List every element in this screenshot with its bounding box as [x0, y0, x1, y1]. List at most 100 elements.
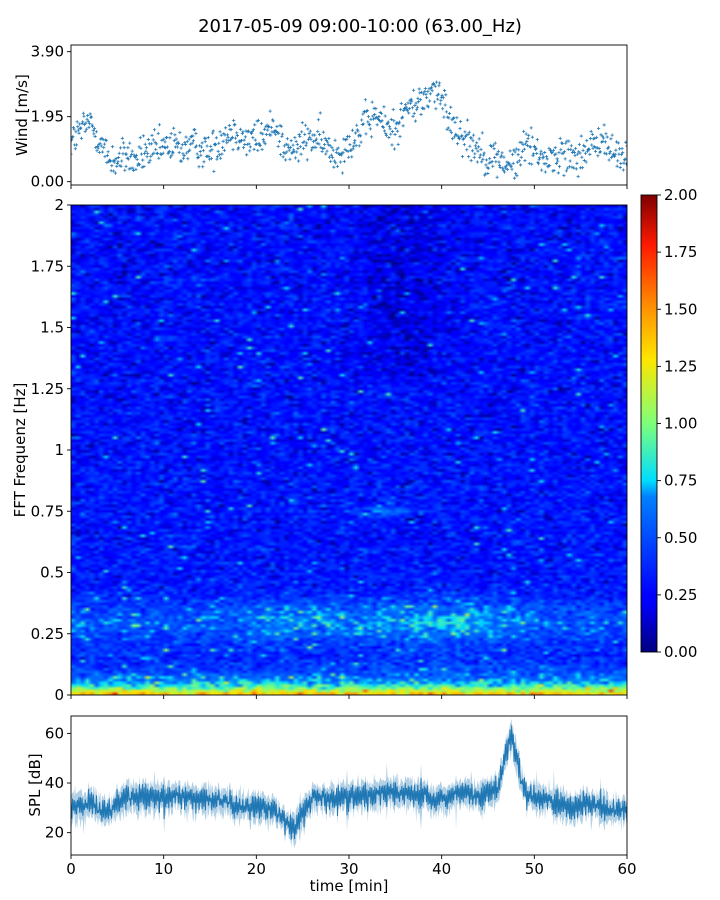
wind-marker [420, 90, 424, 94]
wind-marker [340, 171, 345, 175]
wind-marker [384, 134, 389, 138]
spl-y-tick-label: 60 [45, 724, 64, 742]
wind-marker [344, 149, 348, 153]
wind-marker [293, 156, 298, 160]
wind-marker [446, 126, 450, 130]
wind-y-tick-label: 0.00 [31, 173, 64, 191]
wind-marker [298, 134, 302, 138]
wind-marker [234, 141, 238, 145]
wind-marker [124, 164, 128, 168]
wind-marker [437, 84, 441, 88]
wind-marker [553, 146, 557, 150]
wind-marker [220, 152, 224, 156]
wind-marker [480, 131, 484, 135]
wind-marker [436, 97, 440, 101]
wind-marker [147, 160, 151, 165]
wind-marker [160, 144, 165, 149]
wind-marker [262, 140, 266, 144]
wind-marker [380, 119, 384, 123]
wind-marker [347, 134, 351, 139]
wind-marker [587, 147, 591, 151]
wind-marker [248, 149, 252, 153]
wind-marker [363, 98, 367, 102]
wind-marker [175, 145, 179, 149]
wind-marker [217, 141, 221, 145]
wind-marker [259, 121, 264, 126]
wind-marker [93, 134, 97, 139]
wind-marker [117, 155, 121, 160]
wind-marker [141, 158, 145, 162]
wind-marker [429, 85, 434, 89]
wind-marker [303, 132, 307, 136]
wind-marker [339, 153, 343, 157]
wind-marker [274, 132, 278, 136]
wind-marker [73, 147, 77, 151]
wind-marker [306, 127, 310, 131]
wind-marker [310, 146, 314, 150]
wind-marker [110, 164, 114, 168]
wind-marker [112, 160, 116, 164]
wind-marker [556, 159, 560, 163]
wind-marker [444, 93, 448, 97]
wind-marker [148, 158, 152, 162]
wind-marker [331, 156, 335, 160]
wind-marker [476, 145, 481, 149]
wind-marker [115, 161, 119, 166]
wind-marker [269, 125, 273, 130]
spectrogram-y-tick-label: 0 [54, 686, 64, 704]
spectrogram-y-ticks: 0 0.25 0.5 0.75 1 1.25 1.5 1.75 2 [31, 196, 71, 704]
wind-marker [556, 171, 560, 175]
wind-marker [100, 150, 105, 154]
wind-marker [421, 92, 426, 96]
wind-marker [259, 131, 263, 135]
wind-marker [194, 144, 199, 148]
wind-marker [619, 152, 624, 157]
wind-marker [404, 105, 408, 109]
wind-y-ticks: 0.00 1.95 3.90 [31, 43, 71, 191]
wind-marker [578, 151, 582, 155]
wind-marker [215, 155, 220, 159]
wind-marker [117, 151, 121, 155]
wind-marker [256, 148, 260, 153]
wind-marker [590, 132, 594, 136]
wind-marker [228, 138, 233, 142]
wind-marker [470, 149, 474, 153]
wind-marker [484, 163, 488, 167]
spl-x-tick-label: 20 [247, 860, 266, 878]
wind-marker [513, 150, 517, 154]
wind-marker [410, 106, 414, 110]
wind-marker [120, 159, 124, 163]
wind-marker [440, 93, 444, 97]
wind-marker [167, 149, 171, 153]
wind-marker [266, 128, 270, 132]
wind-marker [280, 134, 284, 138]
wind-marker [397, 122, 401, 126]
wind-marker [86, 113, 90, 118]
wind-marker [106, 150, 110, 154]
wind-marker [401, 124, 405, 128]
wind-marker [156, 131, 160, 135]
wind-marker [419, 112, 423, 117]
wind-marker [238, 127, 243, 131]
wind-marker [345, 137, 349, 141]
wind-marker [547, 146, 551, 151]
wind-marker [80, 121, 84, 126]
wind-marker [581, 148, 585, 152]
wind-marker [348, 143, 352, 147]
wind-marker [95, 149, 99, 153]
wind-marker [157, 123, 162, 127]
wind-marker [502, 170, 507, 174]
wind-marker [450, 137, 455, 141]
wind-marker [269, 133, 273, 137]
wind-marker [318, 111, 322, 115]
wind-marker [569, 147, 573, 152]
wind-marker [134, 153, 139, 157]
wind-marker [224, 138, 228, 142]
wind-marker [285, 137, 290, 141]
wind-marker [597, 146, 601, 151]
wind-marker [193, 127, 197, 132]
wind-marker [559, 148, 563, 152]
wind-marker [104, 139, 108, 143]
wind-marker [460, 155, 465, 159]
wind-marker [515, 174, 519, 178]
